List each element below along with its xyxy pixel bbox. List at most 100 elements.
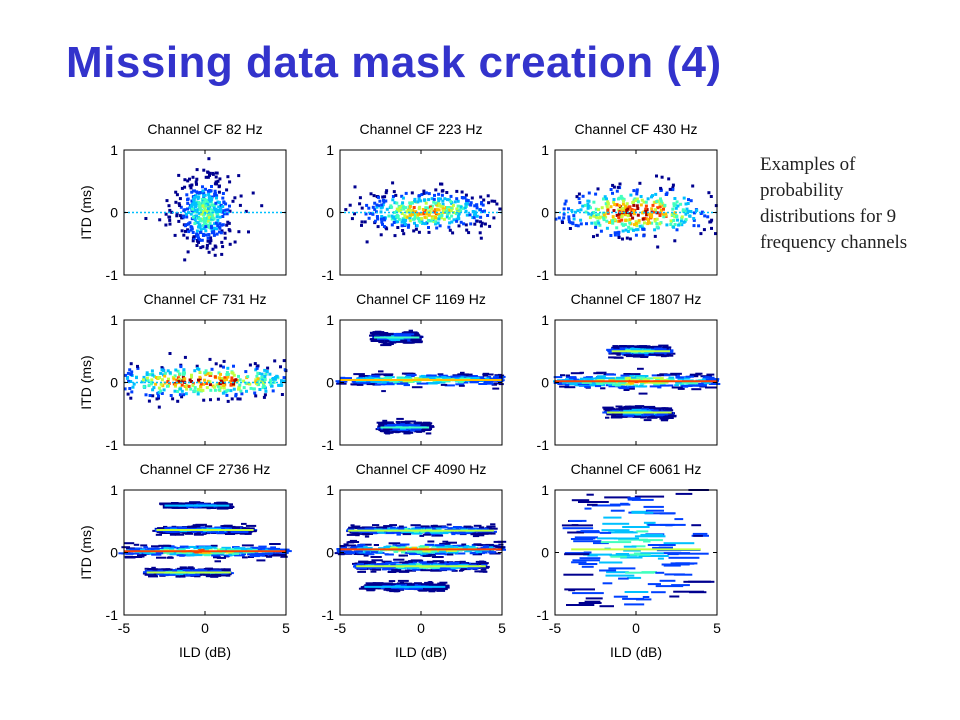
density-cell xyxy=(599,229,603,233)
density-cell xyxy=(221,548,230,551)
density-cell xyxy=(176,369,180,373)
density-cell xyxy=(346,541,355,544)
density-cell xyxy=(199,246,203,250)
density-cell xyxy=(182,532,192,534)
density-cell xyxy=(263,368,267,372)
density-cell xyxy=(665,193,669,196)
density-cell xyxy=(642,200,646,204)
density-cell xyxy=(242,556,248,559)
density-cell xyxy=(438,224,442,228)
density-cell xyxy=(668,376,675,379)
density-cell xyxy=(209,371,213,375)
density-cell xyxy=(167,382,171,385)
density-cell xyxy=(427,540,435,543)
density-cell xyxy=(206,203,210,207)
density-cell xyxy=(177,379,181,383)
density-cell xyxy=(125,376,129,380)
density-cell xyxy=(441,380,451,383)
density-cell xyxy=(190,183,194,187)
density-cell xyxy=(244,370,248,374)
density-cell xyxy=(623,207,627,211)
density-cell xyxy=(681,385,693,387)
density-cell xyxy=(663,203,667,207)
density-cell xyxy=(159,503,170,506)
density-cell xyxy=(695,208,699,212)
density-cell xyxy=(611,408,621,411)
density-cell xyxy=(706,382,711,385)
density-cell xyxy=(485,543,495,546)
density-cell xyxy=(611,215,615,219)
density-cell xyxy=(183,385,187,388)
density-cell xyxy=(621,202,625,206)
density-cell xyxy=(195,232,199,236)
density-cell xyxy=(609,234,613,237)
density-cell xyxy=(263,547,274,550)
density-cell xyxy=(432,380,444,383)
density-cell xyxy=(280,555,288,558)
density-cell xyxy=(238,378,242,382)
density-cell xyxy=(382,429,389,432)
density-cell xyxy=(187,566,194,569)
density-cell xyxy=(374,375,380,378)
density-cell xyxy=(201,506,214,509)
density-cell xyxy=(410,338,422,341)
density-marks xyxy=(123,352,288,409)
density-cell xyxy=(610,416,623,419)
density-cell xyxy=(188,527,197,530)
density-cell xyxy=(632,189,636,193)
density-cell xyxy=(225,188,229,192)
density-cell xyxy=(358,196,362,200)
density-cell xyxy=(234,378,238,382)
density-cell xyxy=(380,217,383,221)
density-cell xyxy=(164,212,168,216)
density-cell xyxy=(197,211,201,215)
density-cell xyxy=(226,399,230,403)
density-cell xyxy=(196,221,200,225)
density-cell xyxy=(209,239,213,243)
density-cell xyxy=(446,198,449,202)
density-cell xyxy=(196,526,202,529)
density-cell xyxy=(355,380,360,383)
density-cell xyxy=(215,211,219,215)
density-cell xyxy=(447,551,459,554)
density-cell xyxy=(140,380,144,384)
density-cell xyxy=(218,382,222,385)
density-cell xyxy=(416,382,429,385)
density-cell xyxy=(208,173,211,177)
density-cell xyxy=(223,524,233,527)
density-cell xyxy=(656,206,660,210)
density-cell xyxy=(199,219,203,223)
density-cell xyxy=(568,377,577,380)
density-cell xyxy=(447,553,454,556)
density-cell xyxy=(215,182,219,186)
density-cell xyxy=(395,340,406,343)
density-cell xyxy=(463,373,473,376)
density-cell xyxy=(473,543,482,546)
density-cell xyxy=(208,207,212,211)
density-cell xyxy=(165,506,176,509)
density-cell xyxy=(253,554,263,557)
density-cell xyxy=(419,545,429,548)
density-cell xyxy=(195,244,199,247)
density-cell xyxy=(207,233,211,237)
density-cell xyxy=(677,223,681,227)
density-cell xyxy=(374,373,387,376)
density-cell xyxy=(636,213,640,217)
density-cell xyxy=(184,224,187,228)
density-cell xyxy=(171,397,175,401)
density-cell xyxy=(675,374,680,377)
density-cell xyxy=(616,356,623,359)
density-cell xyxy=(405,424,415,426)
density-cell xyxy=(411,386,423,389)
density-cell xyxy=(238,383,242,387)
density-cell xyxy=(164,527,171,530)
density-cell xyxy=(437,551,447,554)
density-cell xyxy=(226,388,230,392)
density-cell xyxy=(623,354,633,357)
density-cell xyxy=(226,208,230,212)
density-cell xyxy=(438,549,446,552)
density-cell xyxy=(426,210,429,214)
density-cell xyxy=(465,213,469,217)
density-cell xyxy=(433,376,444,378)
density-cell xyxy=(627,225,631,229)
